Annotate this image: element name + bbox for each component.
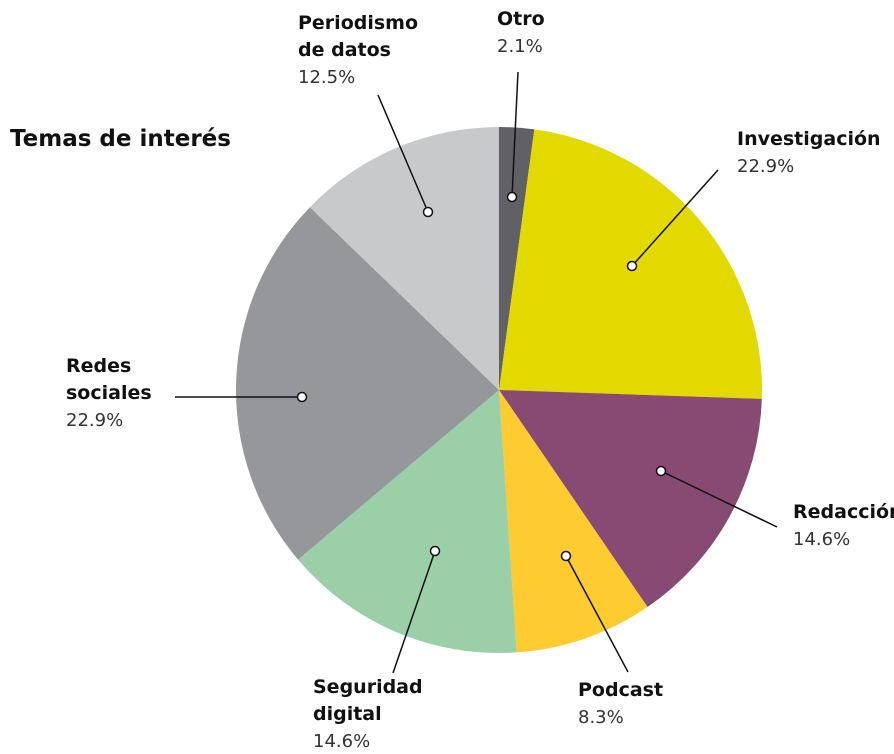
slice-label: Otro 2.1% [497,6,577,60]
leader-dot [626,260,638,272]
leader-line [392,550,436,674]
leader-dot [429,545,441,557]
category-label: Podcast [578,679,664,701]
value-label: 22.9% [737,156,795,177]
pie-slice [298,390,517,653]
value-label: 22.9% [66,410,124,431]
category-label: Investigación [737,128,881,150]
slice-label: Periodismo de datos 12.5% [298,10,419,91]
leader-line [377,94,429,213]
slice-label: Investigación 22.9% [737,126,894,180]
leader-line [660,470,778,528]
leader-dot [655,465,667,477]
leader-line [565,555,629,673]
pie-slice [499,390,648,653]
value-label: 2.1% [497,36,543,57]
pie-slice [309,127,499,390]
leader-line [511,71,519,198]
leader-dot [560,550,572,562]
value-label: 8.3% [578,707,624,728]
category-label: Seguridad digital [313,676,423,725]
pie-slice [235,207,499,560]
leader-dot [296,391,308,403]
category-label: Otro [497,8,545,30]
value-label: 14.6% [313,731,371,752]
chart-title: Temas de interés [10,126,231,152]
pie-slice [499,390,762,608]
category-label: Redacción [793,501,894,523]
category-label: Periodismo de datos [298,12,419,61]
slice-label: Redes sociales 22.9% [66,353,156,434]
leader-dot [506,191,518,203]
value-label: 12.5% [298,67,356,88]
leader-line [631,169,719,267]
pie-slice [499,127,535,390]
slice-label: Podcast 8.3% [578,677,678,731]
value-label: 14.6% [793,529,851,550]
slice-label: Redacción 14.6% [793,499,894,553]
category-label: Redes sociales [66,355,152,404]
slice-label: Seguridad digital 14.6% [313,674,423,754]
leader-dot [422,206,434,218]
